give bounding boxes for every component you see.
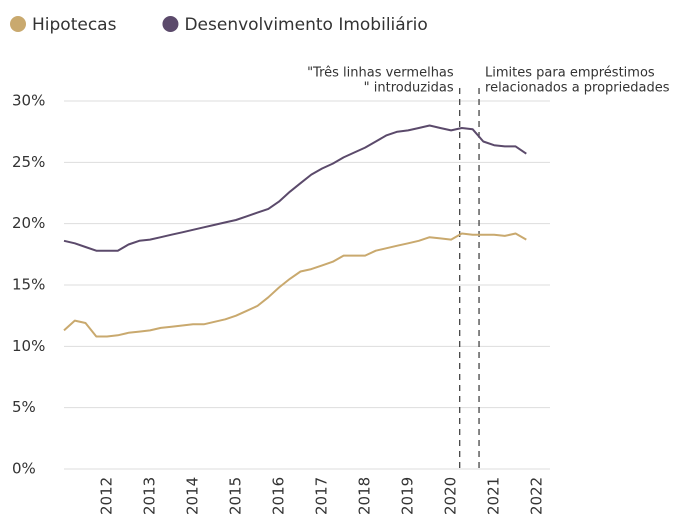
y-tick-label: 25% bbox=[12, 153, 45, 171]
x-tick-label: 2021 bbox=[485, 477, 503, 515]
legend-label: Desenvolvimento Imobiliário bbox=[184, 15, 427, 35]
x-tick-label: 2017 bbox=[313, 477, 331, 515]
legend-marker bbox=[10, 16, 26, 32]
legend-label: Hipotecas bbox=[32, 15, 117, 35]
legend-marker bbox=[162, 16, 179, 32]
x-tick-label: 2015 bbox=[227, 477, 245, 515]
annotation-text: "Três linhas vermelhas bbox=[307, 66, 454, 81]
y-tick-label: 10% bbox=[12, 337, 45, 355]
y-tick-label: 5% bbox=[12, 398, 36, 416]
x-tick-label: 2022 bbox=[528, 477, 546, 515]
annotation-text: " introduzidas bbox=[364, 81, 454, 96]
annotation-text: relacionados a propriedades bbox=[485, 81, 670, 96]
x-tick-label: 2012 bbox=[98, 477, 116, 515]
x-tick-label: 2016 bbox=[270, 477, 288, 515]
x-tick-label: 2018 bbox=[356, 477, 374, 515]
series-line bbox=[63, 124, 527, 252]
y-tick-label: 15% bbox=[12, 276, 45, 294]
x-tick-label: 2013 bbox=[141, 477, 159, 515]
x-tick-label: 2014 bbox=[184, 477, 202, 515]
x-tick-label: 2020 bbox=[442, 477, 460, 515]
annotation-text: Limites para empréstimos bbox=[485, 66, 655, 81]
y-tick-label: 30% bbox=[12, 92, 45, 110]
y-tick-label: 0% bbox=[12, 460, 36, 478]
series-line bbox=[63, 232, 527, 338]
y-tick-label: 20% bbox=[12, 214, 45, 232]
x-tick-label: 2019 bbox=[399, 477, 417, 515]
